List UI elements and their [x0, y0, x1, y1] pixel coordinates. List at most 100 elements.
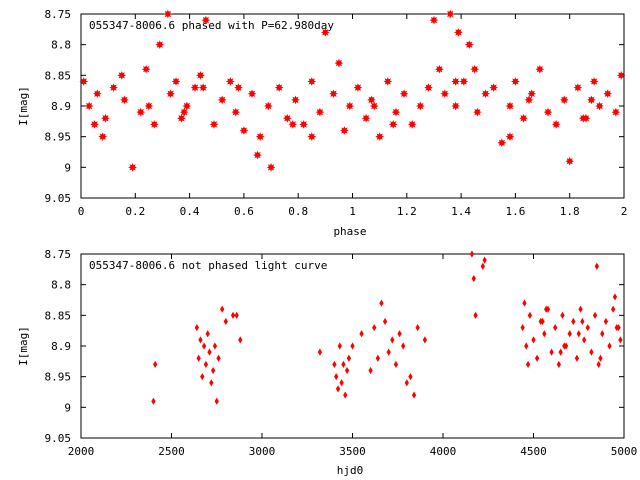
- unphased-data-point: [578, 305, 583, 313]
- unphased-data-point: [596, 360, 601, 368]
- phased-x-tick-label: 1: [349, 205, 356, 218]
- phased-data-point: [454, 28, 463, 37]
- unphased-data-point: [585, 324, 590, 332]
- unphased-data-point: [576, 330, 581, 338]
- unphased-data-point: [344, 366, 350, 375]
- unphased-data-point: [397, 330, 402, 338]
- phased-data-point: [527, 89, 537, 99]
- unphased-ticks: 2000 2500 3000 3500 4000 4500 5000 8.75 8.8 8.85 8…: [45, 248, 638, 458]
- unphased-data-point: [558, 348, 563, 356]
- phased-data-point: [543, 107, 553, 117]
- unphased-data-point: [216, 354, 221, 362]
- unphased-data-point: [527, 311, 533, 319]
- phased-data-point: [616, 70, 626, 80]
- phased-data-point: [171, 77, 181, 86]
- phased-data-point: [84, 101, 94, 111]
- unphased-data-point: [200, 373, 205, 381]
- unphased-data-point: [469, 250, 475, 258]
- unphased-y-axis-label: I[mag]: [17, 326, 30, 366]
- phased-data-point: [391, 107, 401, 117]
- unphased-x-tick-label: 4000: [430, 445, 457, 458]
- unphased-x-tick-label: 3500: [339, 445, 366, 458]
- phased-data-point: [416, 101, 425, 111]
- unphased-data-point: [350, 342, 355, 350]
- phased-data-point: [589, 77, 599, 86]
- unphased-data-point: [556, 360, 561, 368]
- unphased-data-point: [401, 342, 406, 350]
- unphased-data-point: [525, 360, 531, 368]
- unphased-points: [151, 250, 623, 405]
- phased-data-point: [255, 132, 265, 142]
- unphased-data-point: [598, 354, 603, 362]
- phased-plot-title: 055347-8006.6 phased with P=62.980day: [89, 19, 334, 32]
- unphased-data-point: [582, 336, 587, 344]
- phased-y-tick-label: 8.95: [45, 131, 72, 144]
- phased-data-point: [315, 107, 325, 117]
- unphased-data-point: [415, 324, 420, 332]
- phased-data-point: [511, 77, 520, 86]
- unphased-data-point: [207, 348, 212, 356]
- phased-data-point: [399, 89, 409, 99]
- phased-x-tick-label: 1.8: [560, 205, 580, 218]
- phased-data-point: [505, 132, 515, 142]
- unphased-data-point: [317, 348, 323, 356]
- unphased-data-point: [524, 342, 529, 350]
- phased-data-point: [565, 156, 575, 166]
- unphased-data-point: [594, 262, 599, 270]
- phased-data-point: [339, 126, 349, 135]
- unphased-data-point: [603, 317, 609, 326]
- phased-data-point: [149, 120, 159, 129]
- unphased-data-point: [534, 354, 540, 362]
- phased-data-point: [451, 101, 461, 111]
- phased-data-point: [155, 40, 165, 50]
- phased-data-point: [166, 89, 175, 99]
- unphased-x-axis-label: hjd0: [337, 464, 364, 477]
- phased-data-point: [481, 89, 490, 99]
- phased-x-tick-label: 2: [621, 205, 628, 218]
- phased-data-point: [196, 70, 205, 80]
- phased-x-tick-label: 0.6: [234, 205, 254, 218]
- phased-data-point: [136, 107, 146, 117]
- unphased-x-tick-label: 2000: [68, 445, 95, 458]
- phased-y-tick-label: 9: [64, 161, 71, 174]
- phased-y-tick-label: 8.85: [45, 69, 72, 82]
- phased-data-point: [367, 95, 376, 105]
- phased-data-point: [345, 101, 355, 111]
- phased-data-point: [459, 77, 469, 86]
- phased-data-point: [92, 89, 102, 99]
- phased-data-point: [505, 101, 515, 111]
- phased-y-tick-label: 9.05: [45, 192, 72, 205]
- unphased-data-point: [607, 342, 612, 350]
- unphased-data-point: [334, 373, 339, 381]
- unphased-data-point: [214, 397, 219, 405]
- unphased-data-point: [522, 299, 527, 307]
- phased-data-point: [90, 120, 99, 129]
- phased-y-axis-label: I[mag]: [17, 86, 30, 126]
- unphased-x-tick-label: 5000: [611, 445, 638, 458]
- phased-data-point: [201, 15, 211, 25]
- phased-data-point: [144, 101, 154, 111]
- phased-data-point: [369, 101, 379, 111]
- unphased-data-point: [520, 324, 525, 332]
- unphased-data-point: [553, 324, 558, 332]
- phased-y-tick-label: 8.75: [45, 8, 72, 21]
- unphased-data-point: [562, 342, 567, 350]
- unphased-data-point: [393, 360, 399, 368]
- phased-data-point: [383, 77, 393, 86]
- unphased-data-point: [616, 324, 621, 332]
- unphased-x-tick-label: 4500: [520, 445, 547, 458]
- unphased-data-point: [542, 330, 547, 338]
- phased-data-point: [524, 95, 534, 105]
- phased-ticks: 0 0.2 0.4 0.6 0.8 1 1.2 1.4 1.6 1.8 2 8.75 8.8 8.85 8.…: [45, 8, 628, 218]
- unphased-data-point: [592, 311, 598, 319]
- unphased-data-point: [404, 379, 409, 387]
- unphased-data-point: [203, 360, 209, 368]
- unphased-data-point: [337, 342, 342, 350]
- unphased-data-point: [201, 342, 207, 350]
- unphased-data-point: [618, 336, 623, 344]
- phased-data-point: [253, 150, 262, 160]
- unphased-data-point: [390, 336, 395, 344]
- phased-data-point: [429, 15, 439, 25]
- phased-data-point: [288, 120, 298, 129]
